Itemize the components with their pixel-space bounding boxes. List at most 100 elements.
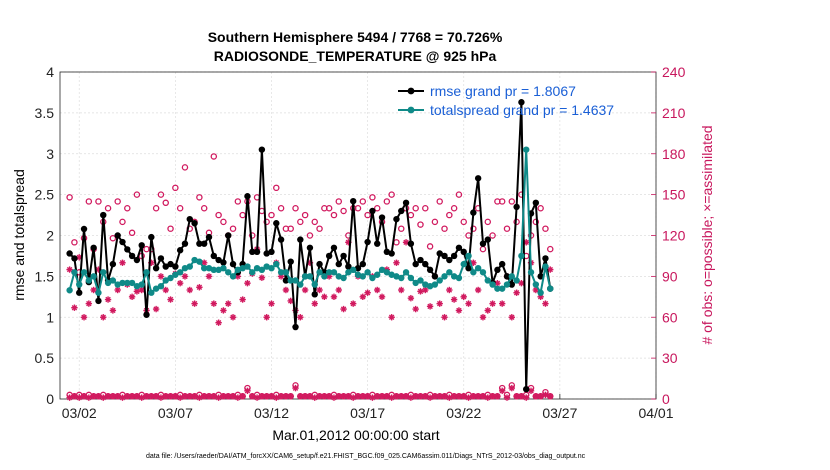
x-tick-label: 03/27 [542, 405, 577, 421]
obs-possible-marker [547, 245, 554, 253]
totalspread-point [460, 260, 467, 268]
obs-possible-marker [263, 218, 270, 226]
right-y-tick-label: 180 [662, 146, 686, 162]
obs-possible-marker [162, 199, 169, 207]
totalspread-point [446, 269, 453, 276]
obs-assimilated-marker [90, 286, 97, 294]
obs-assimilated-low-marker [508, 384, 516, 392]
obs-possible-marker [157, 191, 165, 198]
obs-assimilated-marker [441, 314, 448, 321]
rmse-point [537, 273, 544, 280]
y-tick-label: 2.5 [35, 187, 55, 203]
obs-possible-marker [455, 191, 463, 198]
obs-possible-marker [446, 211, 453, 219]
rmse-point [316, 260, 323, 268]
totalspread-point [407, 274, 415, 282]
rmse-point [157, 255, 165, 262]
obs-assimilated-marker [330, 293, 338, 301]
rmse-point [508, 281, 516, 288]
obs-assimilated-marker [71, 304, 78, 311]
totalspread-point [128, 279, 136, 287]
totalspread-point [124, 279, 131, 287]
totalspread-point [542, 263, 549, 270]
totalspread-point [306, 273, 314, 280]
totalspread-point [335, 273, 342, 280]
obs-assimilated-low-marker [547, 393, 554, 400]
obs-possible-marker [417, 221, 424, 228]
totalspread-point [547, 285, 554, 292]
obs-assimilated-low-marker [335, 393, 342, 400]
totalspread-point [297, 281, 304, 288]
rmse-point [244, 193, 251, 200]
y-axis-label: rmse and totalspread [11, 169, 27, 301]
right-y-tick-label: 120 [662, 228, 686, 244]
legend-rmse-label: rmse grand pr = 1.8067 [430, 83, 576, 99]
obs-assimilated-marker [374, 286, 381, 294]
obs-assimilated-marker [426, 303, 434, 310]
right-y-tick-label: 90 [662, 268, 678, 284]
totalspread-point [80, 269, 88, 276]
rmse-point [369, 207, 376, 215]
totalspread-point [157, 282, 165, 290]
obs-possible-marker [422, 204, 429, 212]
obs-possible-marker [273, 184, 280, 192]
obs-assimilated-marker [484, 307, 491, 314]
obs-assimilated-marker [239, 296, 246, 303]
obs-assimilated-marker [335, 286, 342, 294]
rmse-point [393, 215, 400, 223]
rmse-point [268, 248, 275, 256]
rmse-point [253, 248, 261, 256]
totalspread-point [311, 281, 318, 288]
obs-assimilated-marker [215, 319, 222, 326]
rmse-point [143, 311, 150, 318]
totalspread-point [263, 263, 270, 270]
rmse-point [398, 207, 405, 215]
totalspread-point [364, 269, 371, 276]
obs-possible-marker [340, 207, 347, 215]
obs-possible-marker [104, 204, 112, 212]
right-y-tick-label: 210 [662, 105, 686, 121]
rmse-point [349, 197, 357, 205]
obs-possible-marker [268, 211, 275, 219]
totalspread-point [321, 273, 328, 280]
rmse-point [330, 244, 338, 251]
obs-possible-marker [200, 204, 208, 212]
rmse-point [374, 240, 381, 247]
rmse-point [210, 252, 218, 260]
obs-assimilated-marker [244, 279, 251, 287]
right-y-tick-label: 150 [662, 187, 686, 203]
obs-possible-marker [66, 194, 73, 201]
rmse-point [340, 252, 347, 260]
obs-assimilated-marker [80, 314, 88, 321]
obs-assimilated-marker [210, 300, 218, 307]
series-lines [66, 99, 554, 393]
rmse-point [100, 211, 107, 219]
obs-assimilated-marker [162, 286, 169, 294]
obs-assimilated-low-marker [523, 394, 530, 401]
rmse-point [220, 259, 227, 266]
totalspread-point [354, 271, 362, 278]
rmse-point [263, 250, 270, 257]
totalspread-point [176, 269, 184, 276]
obs-possible-marker [292, 204, 299, 212]
obs-assimilated-low-marker [138, 394, 145, 401]
totalspread-point [138, 281, 145, 288]
obs-possible-marker [316, 225, 323, 232]
obs-assimilated-marker [518, 279, 525, 287]
rmse-point [436, 250, 443, 257]
obs-possible-marker [210, 153, 218, 160]
rmse-point [407, 240, 415, 247]
rmse-point [345, 263, 352, 270]
totalspread-point [537, 289, 544, 296]
rmse-point [196, 240, 203, 247]
obs-assimilated-marker [321, 293, 328, 301]
obs-assimilated-marker [364, 289, 371, 296]
obs-possible-marker [297, 218, 304, 226]
right-y-tick-label: 60 [662, 309, 678, 325]
totalspread-point [292, 277, 299, 284]
rmse-point [181, 240, 189, 247]
obs-assimilated-low-marker [436, 393, 443, 400]
totalspread-point [494, 285, 501, 292]
totalspread-point [172, 271, 179, 278]
obs-assimilated-marker [489, 300, 496, 307]
